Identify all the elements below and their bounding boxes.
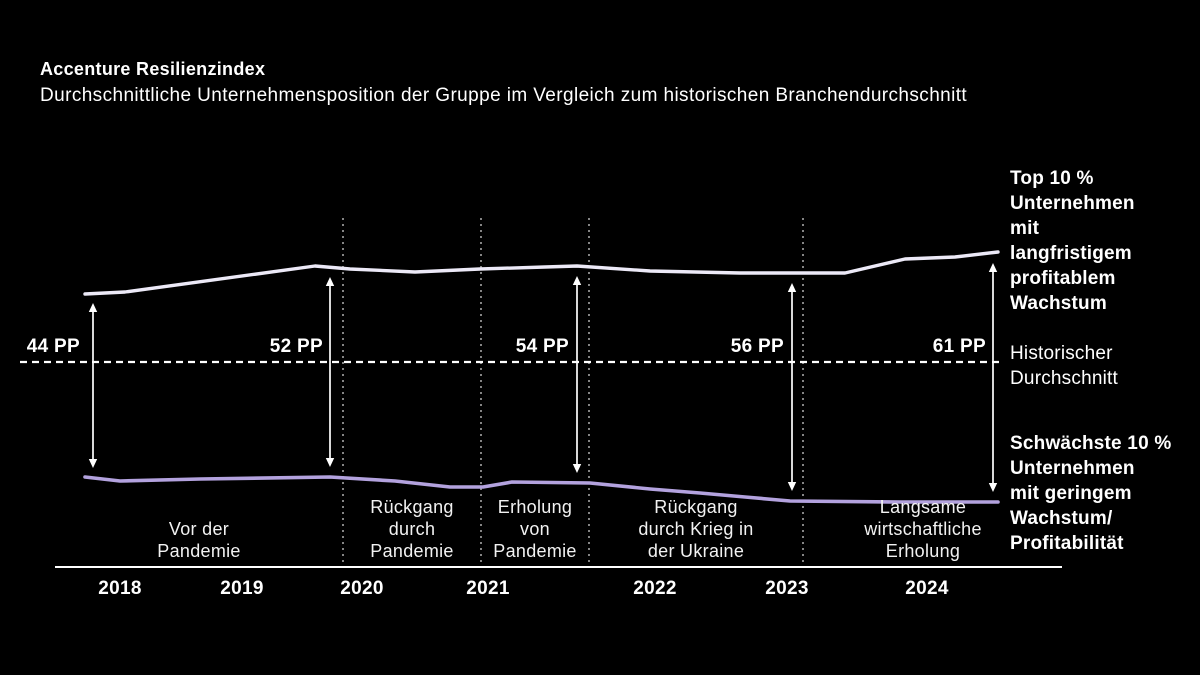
gap-label-2018: 44 PP xyxy=(26,336,80,357)
legend-top10: Top 10 % Unternehmen mit langfristigem p… xyxy=(1010,168,1135,314)
gap-label-2019-20: 52 PP xyxy=(269,336,323,357)
phase-label-slow-recovery: Langsame wirtschaftliche Erholung xyxy=(864,497,982,561)
phase-label-ukraine-war: Rückgang durch Krieg in der Ukraine xyxy=(638,497,754,561)
year-label-2021: 2021 xyxy=(466,578,510,599)
gap-arrowhead-up xyxy=(325,277,335,286)
gap-arrowhead-up xyxy=(787,283,797,292)
year-label-2019: 2019 xyxy=(220,578,264,599)
gap-label-2021: 54 PP xyxy=(515,336,569,357)
legend-historical-average: Historischer Durchschnitt xyxy=(1010,343,1118,389)
phase-label-pre-pandemic: Vor der Pandemie xyxy=(157,519,241,561)
trend-line-bottom10 xyxy=(83,475,1000,504)
year-label-2024: 2024 xyxy=(905,578,949,599)
gap-label-2023: 56 PP xyxy=(730,336,784,357)
year-label-2018: 2018 xyxy=(98,578,142,599)
trend-line-top10 xyxy=(83,250,1000,296)
legend-bottom10: Schwächste 10 % Unternehmen mit geringem… xyxy=(1010,433,1172,554)
gap-label-2024: 61 PP xyxy=(932,336,986,357)
phase-label-pandemic-decline: Rückgang durch Pandemie xyxy=(370,497,454,561)
gap-arrowhead-down xyxy=(787,482,797,491)
chart-subtitle: Durchschnittliche Unternehmensposition d… xyxy=(40,85,968,106)
gap-arrowhead-down xyxy=(572,464,582,473)
gap-arrowhead-down xyxy=(988,483,998,492)
year-label-2022: 2022 xyxy=(633,578,677,599)
gap-arrowhead-up xyxy=(988,263,998,272)
year-label-2023: 2023 xyxy=(765,578,809,599)
year-label-2020: 2020 xyxy=(340,578,384,599)
gap-arrowhead-down xyxy=(325,458,335,467)
gap-arrowhead-down xyxy=(88,459,98,468)
gap-arrowhead-up xyxy=(88,303,98,312)
gap-arrowhead-up xyxy=(572,276,582,285)
phase-label-recovery: Erholung von Pandemie xyxy=(493,497,577,561)
chart-title: Accenture Resilienzindex xyxy=(40,59,266,79)
